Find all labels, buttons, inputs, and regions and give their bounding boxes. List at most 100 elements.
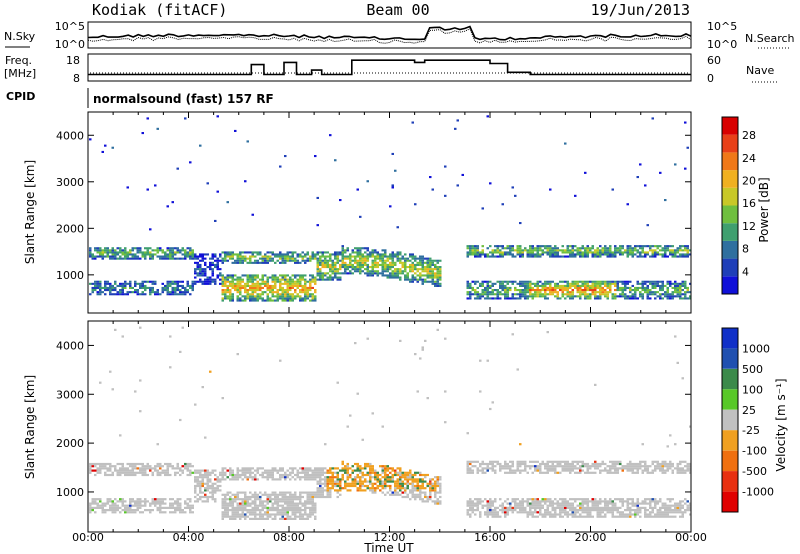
heatmap-cell: [621, 245, 624, 248]
heatmap-cell: [99, 247, 102, 250]
heatmap-cell: [574, 245, 577, 248]
heatmap-cell: [681, 249, 684, 252]
heatmap-cell: [429, 268, 432, 271]
heatmap-cell: [559, 498, 562, 501]
heatmap-cell: [294, 282, 297, 285]
heatmap-cell: [91, 469, 94, 472]
heatmap-cell: [614, 249, 617, 252]
heatmap-cell: [481, 207, 484, 210]
heatmap-cell: [381, 469, 384, 472]
heatmap-cell: [229, 253, 232, 256]
heatmap-cell: [324, 478, 327, 481]
heatmap-cell: [639, 245, 642, 248]
heatmap-cell: [119, 282, 122, 285]
heatmap-cell: [256, 495, 259, 499]
heatmap-cell: [376, 261, 379, 264]
heatmap-cell: [591, 502, 594, 505]
heatmap-cell: [566, 286, 569, 289]
heatmap-cell: [336, 381, 339, 384]
heatmap-cell: [551, 247, 554, 250]
heatmap-cell: [246, 515, 249, 518]
heatmap-cell: [139, 471, 142, 474]
heatmap-cell: [676, 251, 679, 254]
heatmap-cell: [331, 476, 334, 479]
heatmap-cell: [309, 515, 312, 518]
heatmap-cell: [491, 291, 494, 294]
heatmap-cell: [259, 278, 262, 281]
heatmap-cell: [201, 484, 204, 488]
heatmap-cell: [594, 295, 597, 298]
heatmap-cell: [431, 478, 434, 481]
heatmap-cell: [136, 506, 139, 509]
heatmap-cell: [504, 506, 507, 509]
heatmap-cell: [326, 493, 329, 496]
heatmap-cell: [399, 268, 402, 271]
heatmap-cell: [594, 504, 597, 507]
heatmap-cell: [124, 293, 127, 296]
heatmap-cell: [276, 502, 279, 505]
heatmap-cell: [619, 511, 622, 514]
heatmap-cell: [264, 257, 267, 260]
heatmap-cell: [424, 266, 427, 269]
heatmap-cell: [259, 498, 262, 501]
heatmap-cell: [676, 284, 679, 287]
heatmap-cell: [409, 263, 412, 266]
heatmap-cell: [319, 489, 322, 492]
heatmap-cell: [604, 467, 607, 470]
heatmap-cell: [421, 268, 424, 271]
heatmap-cell: [559, 289, 562, 292]
heatmap-cell: [249, 495, 252, 499]
heatmap-cell: [424, 487, 427, 490]
heatmap-cell: [189, 286, 192, 289]
heatmap-cell: [411, 274, 414, 277]
heatmap-cell: [294, 280, 297, 283]
heatmap-cell: [616, 286, 619, 289]
heatmap-cell: [271, 295, 274, 298]
heatmap-cell: [604, 247, 607, 250]
heatmap-cell: [529, 282, 532, 285]
heatmap-cell: [516, 467, 519, 470]
heatmap-cell: [289, 251, 292, 254]
heatmap-cell: [99, 251, 102, 254]
heatmap-cell: [501, 465, 504, 468]
heatmap-cell: [321, 467, 324, 470]
heatmap-cell: [266, 261, 269, 264]
heatmap-cell: [99, 291, 102, 294]
heatmap-cell: [519, 251, 522, 254]
heatmap-cell: [214, 498, 217, 501]
heatmap-cell: [546, 282, 549, 285]
heatmap-cell: [239, 517, 242, 520]
heatmap-cell: [199, 268, 202, 271]
heatmap-cell: [614, 247, 617, 250]
heatmap-cell: [664, 291, 667, 294]
heatmap-cell: [276, 471, 279, 474]
heatmap-cell: [614, 498, 617, 501]
heatmap-cell: [429, 272, 432, 275]
heatmap-cell: [606, 286, 609, 289]
heatmap-cell: [314, 476, 317, 479]
heatmap-cell: [666, 286, 669, 289]
heatmap-cell: [114, 509, 117, 512]
heatmap-cell: [471, 509, 474, 512]
heatmap-cell: [354, 478, 357, 481]
heatmap-cell: [299, 299, 302, 302]
heatmap-cell: [411, 261, 414, 264]
heatmap-cell: [619, 251, 622, 254]
heatmap-cell: [621, 513, 624, 516]
heatmap-cell: [364, 268, 367, 271]
heatmap-cell: [89, 251, 92, 254]
heatmap-cell: [519, 297, 522, 300]
heatmap-cell: [251, 261, 254, 264]
heatmap-cell: [179, 504, 182, 507]
heatmap-cell: [349, 255, 352, 258]
heatmap-cell: [196, 484, 199, 488]
heatmap-cell: [176, 462, 179, 466]
heatmap-cell: [361, 270, 364, 273]
heatmap-cell: [539, 465, 542, 468]
heatmap-cell: [361, 489, 364, 492]
heatmap-cell: [591, 245, 594, 248]
heatmap-cell: [569, 509, 572, 512]
heatmap-cell: [496, 251, 499, 254]
heatmap-cell: [494, 282, 497, 285]
heatmap-cell: [311, 504, 314, 507]
